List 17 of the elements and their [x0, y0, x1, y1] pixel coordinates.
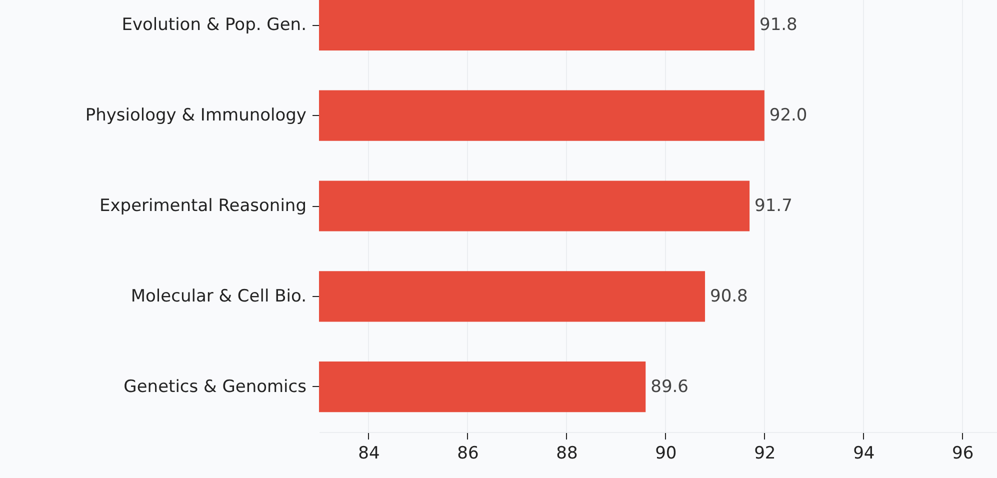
data-label: 90.8	[710, 286, 748, 306]
x-tick-label: 86	[457, 444, 479, 464]
y-tick-label: Experimental Reasoning	[99, 196, 306, 216]
data-label: 91.7	[754, 196, 792, 216]
y-tick-label: Molecular & Cell Bio.	[130, 286, 306, 306]
x-tick-label: 90	[655, 444, 677, 464]
y-tick-label: Evolution & Pop. Gen.	[122, 15, 306, 36]
x-tick-label: 92	[754, 444, 776, 464]
data-label: 91.8	[760, 15, 798, 36]
y-tick-label: Genetics & Genomics	[124, 376, 307, 397]
x-tick-label: 88	[556, 444, 578, 464]
data-label: 89.6	[650, 376, 688, 397]
x-tick-label: 84	[358, 444, 380, 464]
x-tick-label: 96	[952, 444, 974, 464]
y-tick-label: Physiology & Immunology	[85, 106, 306, 126]
data-label: 92.0	[769, 106, 808, 126]
x-tick-label: 94	[853, 444, 875, 464]
